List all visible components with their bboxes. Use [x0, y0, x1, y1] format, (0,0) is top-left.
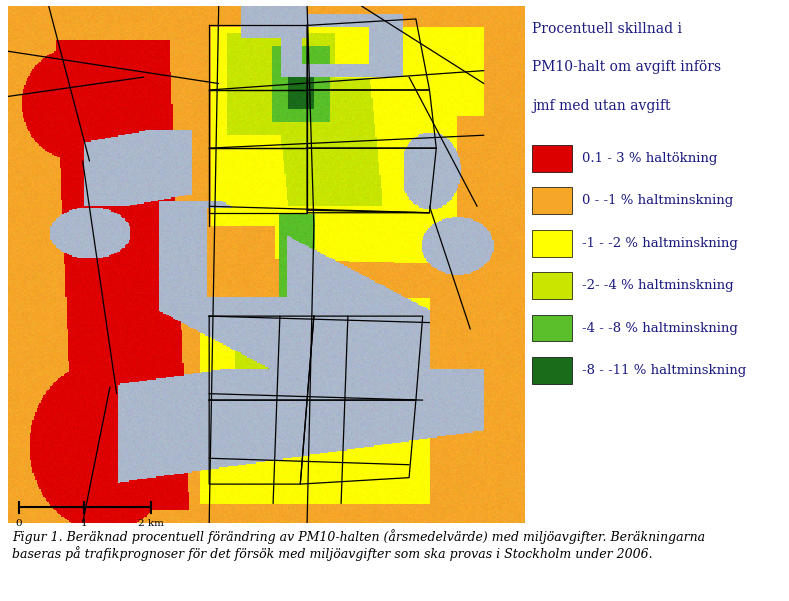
- Bar: [533, 357, 571, 384]
- Text: 0 - -1 % haltminskning: 0 - -1 % haltminskning: [582, 194, 733, 207]
- Text: 2 km: 2 km: [138, 519, 163, 528]
- Text: -4 - -8 % haltminskning: -4 - -8 % haltminskning: [582, 322, 738, 335]
- Bar: [533, 188, 571, 215]
- Bar: [533, 272, 571, 299]
- Text: Figur 1. Beräknad procentuell förändring av PM10-halten (årsmedelvärde) med milj: Figur 1. Beräknad procentuell förändring…: [12, 529, 705, 561]
- Text: jmf med utan avgift: jmf med utan avgift: [533, 99, 671, 113]
- Text: -1 - -2 % haltminskning: -1 - -2 % haltminskning: [582, 237, 738, 250]
- Text: 0: 0: [16, 519, 22, 528]
- Text: 0.1 - 3 % haltökning: 0.1 - 3 % haltökning: [582, 152, 717, 165]
- Text: PM10-halt om avgift införs: PM10-halt om avgift införs: [533, 60, 722, 75]
- Text: -8 - -11 % haltminskning: -8 - -11 % haltminskning: [582, 364, 746, 377]
- Bar: [533, 230, 571, 257]
- Text: Procentuell skillnad i: Procentuell skillnad i: [533, 22, 682, 35]
- Text: -2- -4 % haltminskning: -2- -4 % haltminskning: [582, 279, 734, 292]
- Bar: [533, 314, 571, 341]
- Bar: [533, 145, 571, 172]
- Text: 1: 1: [80, 519, 88, 528]
